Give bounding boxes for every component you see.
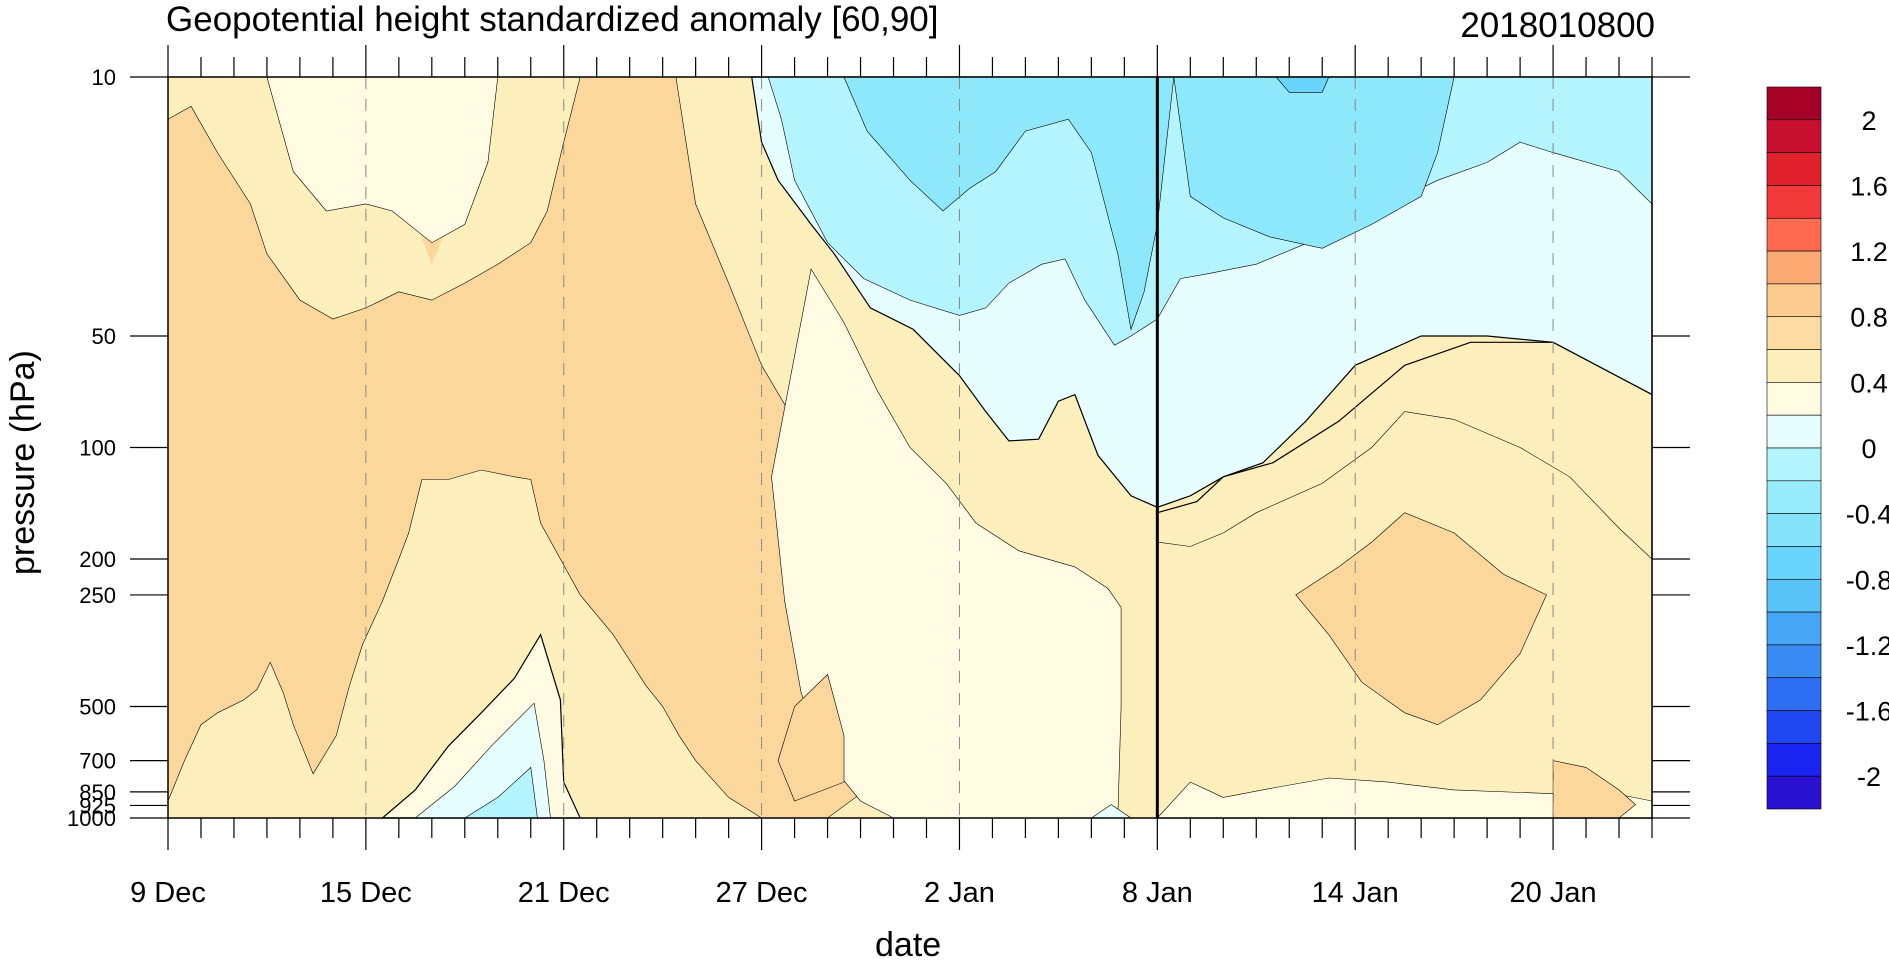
- colorbar-swatch: [1766, 414, 1822, 449]
- y-tick-label: 200: [79, 547, 116, 572]
- colorbar-swatch: [1766, 710, 1822, 744]
- chart-date-label: 2018010800: [1460, 6, 1655, 45]
- colorbar-swatch: [1766, 546, 1822, 580]
- y-tick-label: 700: [79, 749, 116, 774]
- chart-title: Geopotential height standardized anomaly…: [166, 0, 939, 39]
- contour-region: [266, 76, 499, 244]
- colorbar: 2 1.6 1.2 0.8 0.4 0 -0.4 -0.8 -1.2 -1.6 -2: [1766, 86, 1889, 810]
- colorbar-swatch: [1766, 316, 1822, 350]
- y-tick-label: 500: [79, 694, 116, 719]
- y-tick-label: 50: [92, 324, 116, 349]
- x-tick-label: 15 Dec: [320, 877, 412, 909]
- colorbar-swatch: [1766, 152, 1822, 186]
- colorbar-swatch: [1766, 775, 1822, 810]
- colorbar-swatch: [1766, 217, 1822, 252]
- colorbar-swatch: [1766, 677, 1822, 711]
- x-axis-label: date: [875, 926, 942, 964]
- colorbar-label: -0.8: [1846, 565, 1889, 595]
- colorbar-swatch: [1766, 382, 1822, 416]
- contour-region: [1295, 512, 1547, 726]
- colorbar-swatch: [1766, 447, 1822, 482]
- colorbar-label: 0.8: [1850, 303, 1888, 333]
- colorbar-swatch: [1766, 611, 1822, 646]
- x-tick-label: 27 Dec: [716, 877, 808, 909]
- colorbar-label: 2: [1861, 106, 1876, 136]
- contour-region: [771, 268, 1122, 819]
- y-tick-label: 100: [79, 436, 116, 461]
- colorbar-swatch: [1766, 743, 1822, 777]
- colorbar-label: 0: [1861, 434, 1876, 464]
- contour-fill-layer: [167, 76, 1653, 819]
- colorbar-swatch: [1766, 513, 1822, 547]
- colorbar-swatch: [1766, 349, 1822, 383]
- contour-region: [1173, 76, 1455, 249]
- colorbar-label: -1.6: [1846, 697, 1889, 727]
- colorbar-label: -1.2: [1846, 631, 1889, 661]
- x-tick-label: 20 Jan: [1510, 877, 1597, 909]
- y-tick-label: 250: [79, 583, 116, 608]
- contour-region: [777, 673, 845, 802]
- colorbar-swatch: [1766, 480, 1822, 514]
- x-tick-label: 21 Dec: [518, 877, 610, 909]
- y-tick-label: 925: [79, 793, 116, 818]
- x-tick-label: 9 Dec: [130, 877, 206, 909]
- colorbar-label: 0.4: [1850, 368, 1888, 398]
- x-tick-label: 2 Jan: [924, 877, 995, 909]
- axes-layer: 9 Dec 15 Dec 21 Dec 27 Dec 2 Jan 8 Jan 14 Jan 2…: [67, 45, 1690, 909]
- colorbar-label: -0.4: [1846, 500, 1889, 530]
- colorbar-swatch: [1766, 250, 1822, 285]
- colorbar-swatch: [1766, 86, 1822, 121]
- x-tick-label: 8 Jan: [1122, 877, 1193, 909]
- x-tick-label: 14 Jan: [1312, 877, 1399, 909]
- y-tick-label: 850: [79, 780, 116, 805]
- colorbar-swatch: [1766, 283, 1822, 318]
- colorbar-swatch: [1766, 578, 1822, 613]
- colorbar-label: -2: [1857, 762, 1881, 792]
- y-tick-label: 1000: [67, 806, 116, 831]
- colorbar-label: 1.6: [1850, 171, 1888, 201]
- colorbar-swatch: [1766, 119, 1822, 153]
- colorbar-swatch: [1766, 185, 1822, 219]
- colorbar-swatch: [1766, 644, 1822, 679]
- y-tick-label: 10: [92, 65, 116, 90]
- colorbar-label: 1.2: [1850, 237, 1888, 267]
